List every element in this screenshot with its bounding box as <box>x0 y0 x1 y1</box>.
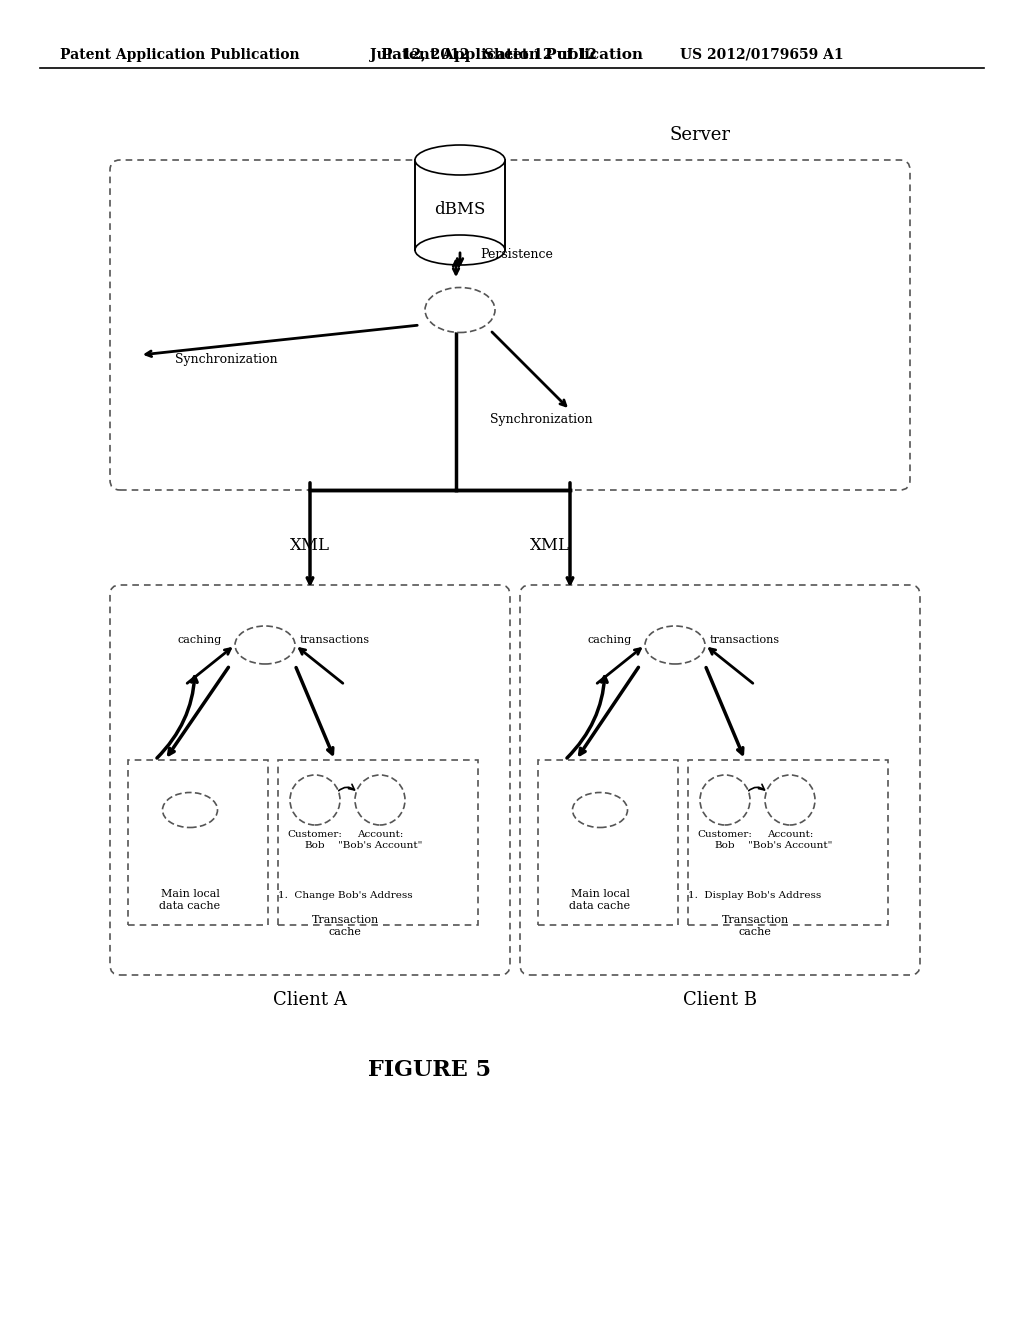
Ellipse shape <box>355 775 406 825</box>
Ellipse shape <box>163 792 217 828</box>
Text: Customer:
Bob: Customer: Bob <box>697 830 753 850</box>
Text: D²O: D²O <box>178 804 202 817</box>
Text: Transaction
cache: Transaction cache <box>311 915 379 937</box>
Ellipse shape <box>645 626 705 664</box>
Text: FIGURE 5: FIGURE 5 <box>369 1059 492 1081</box>
Text: Patent Application Publication: Patent Application Publication <box>381 48 643 62</box>
Text: 1.  Change Bob's Address: 1. Change Bob's Address <box>278 891 413 899</box>
Text: Server: Server <box>670 125 730 144</box>
Text: Account:
"Bob's Account": Account: "Bob's Account" <box>748 830 833 850</box>
Text: Transaction
cache: Transaction cache <box>721 915 788 937</box>
Bar <box>415 160 505 249</box>
Text: caching: caching <box>178 635 222 645</box>
Ellipse shape <box>700 775 750 825</box>
Ellipse shape <box>425 288 495 333</box>
Ellipse shape <box>765 775 815 825</box>
Ellipse shape <box>415 145 505 176</box>
Ellipse shape <box>572 792 628 828</box>
Text: D²O: D²O <box>252 639 278 652</box>
Text: transactions: transactions <box>300 635 370 645</box>
Text: transactions: transactions <box>710 635 780 645</box>
Ellipse shape <box>415 235 505 265</box>
FancyBboxPatch shape <box>520 585 920 975</box>
FancyBboxPatch shape <box>538 760 678 925</box>
FancyBboxPatch shape <box>128 760 268 925</box>
Ellipse shape <box>290 775 340 825</box>
Text: caching: caching <box>588 635 632 645</box>
Text: Client A: Client A <box>273 991 347 1008</box>
Text: Main local
data cache: Main local data cache <box>569 890 631 911</box>
Text: D²O: D²O <box>663 639 688 652</box>
Text: Synchronization: Synchronization <box>490 413 593 426</box>
Text: Synchronization: Synchronization <box>175 354 278 367</box>
Text: Persistence: Persistence <box>480 248 553 261</box>
FancyBboxPatch shape <box>688 760 888 925</box>
Text: Jul. 12, 2012   Sheet 12 of 12: Jul. 12, 2012 Sheet 12 of 12 <box>370 48 597 62</box>
Text: 1.  Display Bob's Address: 1. Display Bob's Address <box>688 891 821 899</box>
Text: Patent Application Publication: Patent Application Publication <box>60 48 300 62</box>
Text: Client B: Client B <box>683 991 757 1008</box>
Ellipse shape <box>234 626 295 664</box>
Text: dBMS: dBMS <box>434 202 485 219</box>
Text: Main local
data cache: Main local data cache <box>160 890 220 911</box>
Text: D²O: D²O <box>588 804 612 817</box>
FancyBboxPatch shape <box>110 585 510 975</box>
Text: D²O: D²O <box>446 304 474 317</box>
Text: XML: XML <box>530 536 570 553</box>
Text: Customer:
Bob: Customer: Bob <box>288 830 342 850</box>
FancyBboxPatch shape <box>278 760 478 925</box>
Text: Account:
"Bob's Account": Account: "Bob's Account" <box>338 830 422 850</box>
Text: US 2012/0179659 A1: US 2012/0179659 A1 <box>680 48 844 62</box>
Text: XML: XML <box>290 536 330 553</box>
FancyBboxPatch shape <box>110 160 910 490</box>
